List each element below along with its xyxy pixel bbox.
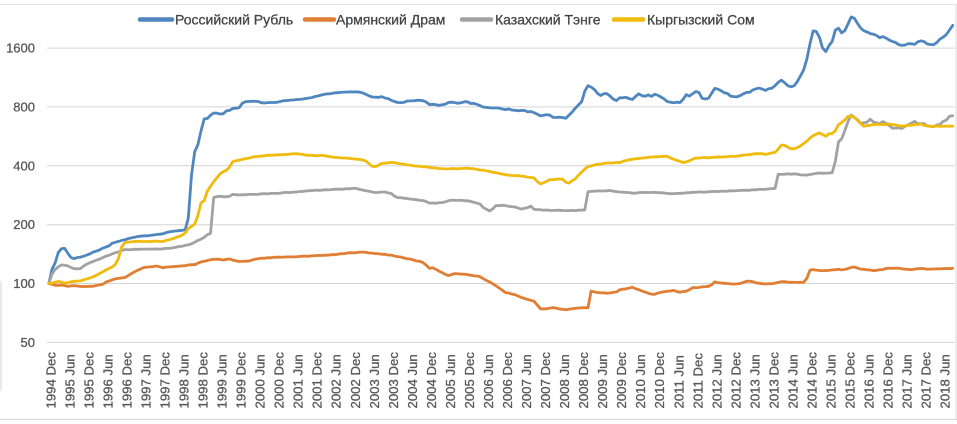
svg-text:1996 Jun: 1996 Jun	[100, 354, 115, 408]
svg-text:800: 800	[13, 99, 35, 114]
svg-text:2016 Dec: 2016 Dec	[881, 352, 896, 409]
svg-text:1999 Dec: 1999 Dec	[234, 352, 249, 409]
svg-text:2002 Jun: 2002 Jun	[329, 354, 344, 408]
svg-text:1998 Jun: 1998 Jun	[177, 354, 192, 408]
svg-text:2014 Jun: 2014 Jun	[785, 354, 800, 408]
svg-text:2015 Jun: 2015 Jun	[824, 354, 839, 408]
svg-text:50: 50	[21, 335, 35, 350]
svg-text:2013 Jun: 2013 Jun	[747, 354, 762, 408]
svg-text:2008 Jun: 2008 Jun	[557, 354, 572, 408]
svg-text:1999 Jun: 1999 Jun	[215, 354, 230, 408]
svg-text:2000 Jun: 2000 Jun	[253, 354, 268, 408]
svg-text:1600: 1600	[6, 41, 35, 56]
svg-text:200: 200	[13, 217, 35, 232]
svg-text:2017 Jun: 2017 Jun	[900, 354, 915, 408]
svg-text:2001 Jun: 2001 Jun	[291, 354, 306, 408]
svg-text:100: 100	[13, 276, 35, 291]
svg-text:1997 Dec: 1997 Dec	[158, 352, 173, 409]
svg-text:2017 Dec: 2017 Dec	[919, 352, 934, 409]
svg-text:400: 400	[13, 158, 35, 173]
svg-text:2001 Dec: 2001 Dec	[310, 352, 325, 409]
svg-text:1997 Jun: 1997 Jun	[138, 354, 153, 408]
svg-text:1995 Jun: 1995 Jun	[62, 354, 77, 408]
svg-text:2010 Jun: 2010 Jun	[633, 354, 648, 408]
svg-text:Кыргызский Сом: Кыргызский Сом	[647, 12, 755, 28]
svg-text:Российский Рубль: Российский Рубль	[175, 12, 293, 28]
svg-text:Армянский Драм: Армянский Драм	[336, 12, 445, 28]
svg-text:2007 Dec: 2007 Dec	[538, 352, 553, 409]
svg-text:2006 Jun: 2006 Jun	[481, 354, 496, 408]
svg-text:2005 Dec: 2005 Dec	[462, 352, 477, 409]
svg-text:2012 Dec: 2012 Dec	[728, 352, 743, 409]
svg-text:2004 Dec: 2004 Dec	[424, 352, 439, 409]
svg-text:2015 Dec: 2015 Dec	[843, 352, 858, 409]
svg-text:2009 Dec: 2009 Dec	[614, 352, 629, 409]
svg-text:2009 Jun: 2009 Jun	[595, 354, 610, 408]
svg-text:2018 Jun: 2018 Jun	[938, 354, 953, 408]
svg-text:2003 Dec: 2003 Dec	[386, 352, 401, 409]
svg-text:1994 Dec: 1994 Dec	[43, 352, 58, 409]
svg-text:2012 Jun: 2012 Jun	[709, 354, 724, 408]
svg-text:2003 Jun: 2003 Jun	[367, 354, 382, 408]
svg-text:2014 Dec: 2014 Dec	[805, 352, 820, 409]
svg-text:2008 Dec: 2008 Dec	[576, 352, 591, 409]
svg-text:2006 Dec: 2006 Dec	[500, 352, 515, 409]
svg-text:2000 Dec: 2000 Dec	[272, 352, 287, 409]
svg-text:1995 Dec: 1995 Dec	[81, 352, 96, 409]
svg-text:2016 Jun: 2016 Jun	[862, 354, 877, 408]
svg-text:2011 Dec: 2011 Dec	[690, 353, 705, 409]
svg-text:2011 Jun: 2011 Jun	[671, 355, 686, 408]
svg-text:1998 Dec: 1998 Dec	[196, 352, 211, 409]
svg-text:2004 Jun: 2004 Jun	[405, 354, 420, 408]
svg-text:Казахский Тэнге: Казахский Тэнге	[495, 12, 601, 28]
svg-text:1996 Dec: 1996 Dec	[119, 352, 134, 409]
svg-text:2013 Dec: 2013 Dec	[766, 352, 781, 409]
svg-text:2010 Dec: 2010 Dec	[652, 352, 667, 409]
svg-text:2005 Jun: 2005 Jun	[443, 354, 458, 408]
svg-text:2002 Dec: 2002 Dec	[348, 352, 363, 409]
svg-text:2007 Jun: 2007 Jun	[519, 354, 534, 408]
